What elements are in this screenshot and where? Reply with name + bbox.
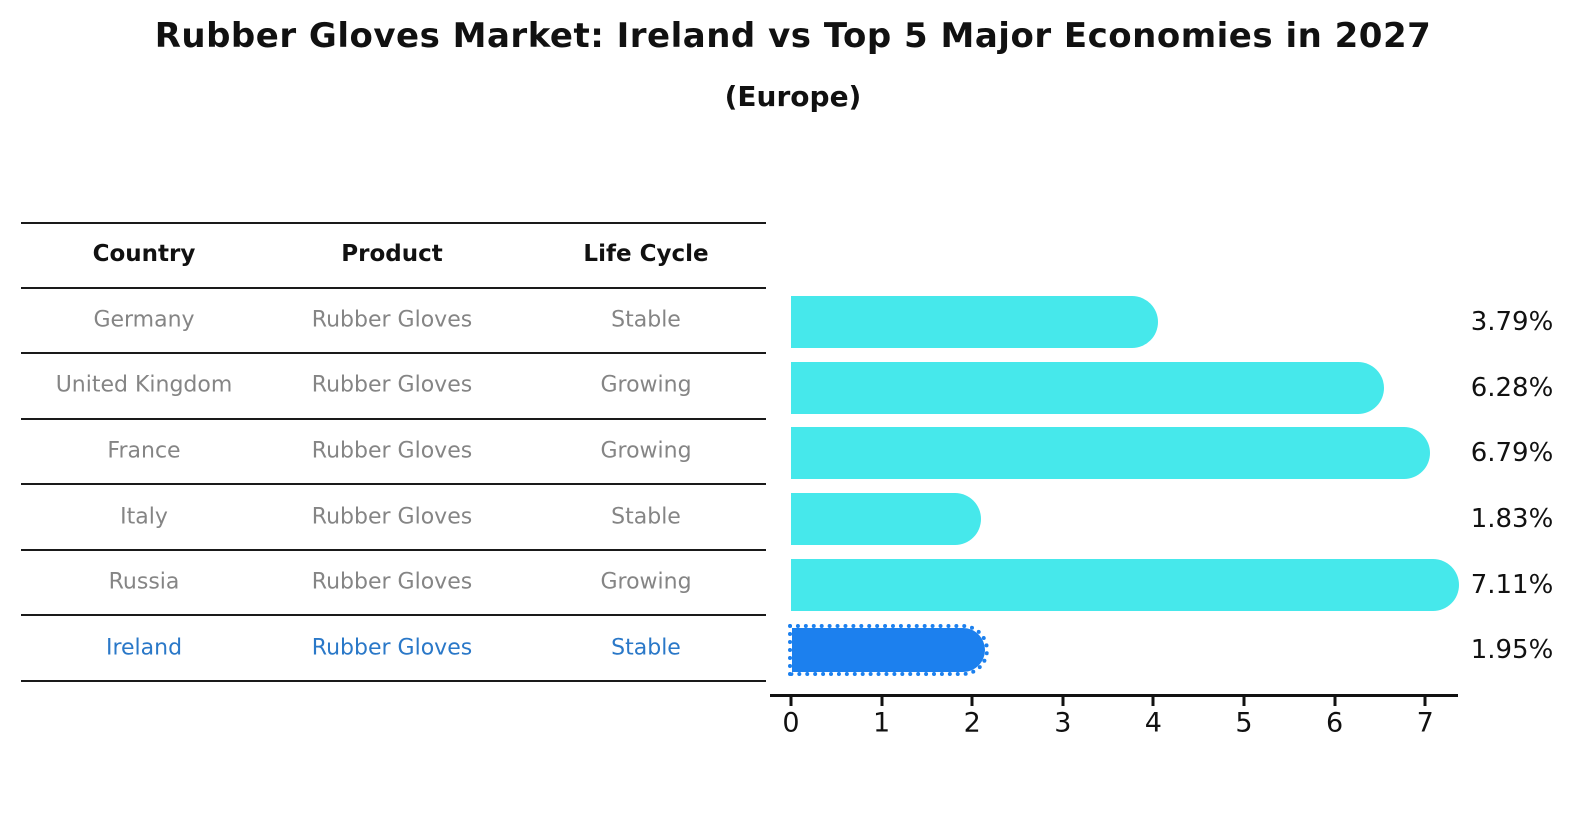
table-row-line <box>21 680 766 682</box>
bar-germany <box>791 296 1158 348</box>
percent-label: 1.95% <box>1470 635 1554 665</box>
x-axis-line <box>770 694 1458 697</box>
x-tick-label: 2 <box>963 707 981 739</box>
table-row-line <box>21 614 766 616</box>
x-tick-label: 3 <box>1054 707 1072 739</box>
table-cell-country: Ireland <box>105 635 183 661</box>
table-cell-product: Rubber Gloves <box>311 372 473 398</box>
table-row-line <box>21 549 766 551</box>
table-cell-country: Russia <box>108 569 180 595</box>
x-tick <box>1151 697 1155 706</box>
table-header-life-cycle: Life Cycle <box>583 241 709 267</box>
table-cell-life_cycle: Growing <box>600 372 692 398</box>
table-cell-country: United Kingdom <box>55 372 233 398</box>
table-header-country: Country <box>92 241 196 267</box>
bar-united-kingdom <box>791 362 1384 414</box>
table-row-line <box>21 222 766 224</box>
table-cell-product: Rubber Gloves <box>311 504 473 530</box>
x-tick <box>1242 697 1246 706</box>
table-cell-product: Rubber Gloves <box>311 635 473 661</box>
table-cell-life_cycle: Stable <box>611 307 681 333</box>
table-cell-life_cycle: Growing <box>600 438 692 464</box>
table-header-product: Product <box>341 241 443 267</box>
table-row-line <box>21 418 766 420</box>
table-cell-product: Rubber Gloves <box>311 569 473 595</box>
table-row-line <box>21 352 766 354</box>
chart-subtitle: (Europe) <box>724 80 862 113</box>
x-tick <box>1333 697 1337 706</box>
bar-ireland <box>788 624 989 676</box>
x-tick-label: 5 <box>1235 707 1253 739</box>
table-cell-country: France <box>107 438 181 464</box>
percent-label: 1.83% <box>1470 504 1554 534</box>
x-tick-label: 4 <box>1144 707 1162 739</box>
x-tick-label: 7 <box>1416 707 1434 739</box>
percent-label: 6.79% <box>1470 438 1554 468</box>
x-tick-label: 6 <box>1326 707 1344 739</box>
table-row-line <box>21 287 766 289</box>
table-cell-product: Rubber Gloves <box>311 307 473 333</box>
bar-france <box>791 427 1430 479</box>
percent-label: 3.79% <box>1470 307 1554 337</box>
x-tick-label: 1 <box>873 707 891 739</box>
table-cell-country: Germany <box>93 307 195 333</box>
x-tick-label: 0 <box>782 707 800 739</box>
x-tick <box>880 697 884 706</box>
x-tick <box>1061 697 1065 706</box>
table-cell-life_cycle: Stable <box>611 504 681 530</box>
chart-title: Rubber Gloves Market: Ireland vs Top 5 M… <box>154 16 1432 56</box>
table-row-line <box>21 483 766 485</box>
table-cell-country: Italy <box>120 504 168 530</box>
table-cell-life_cycle: Stable <box>611 635 681 661</box>
table-cell-life_cycle: Growing <box>600 569 692 595</box>
x-tick <box>970 697 974 706</box>
table-cell-product: Rubber Gloves <box>311 438 473 464</box>
percent-label: 6.28% <box>1470 373 1554 403</box>
bar-italy <box>791 493 981 545</box>
x-tick <box>1423 697 1427 706</box>
x-tick <box>789 697 793 706</box>
percent-label: 7.11% <box>1470 570 1554 600</box>
bar-russia <box>791 559 1459 611</box>
